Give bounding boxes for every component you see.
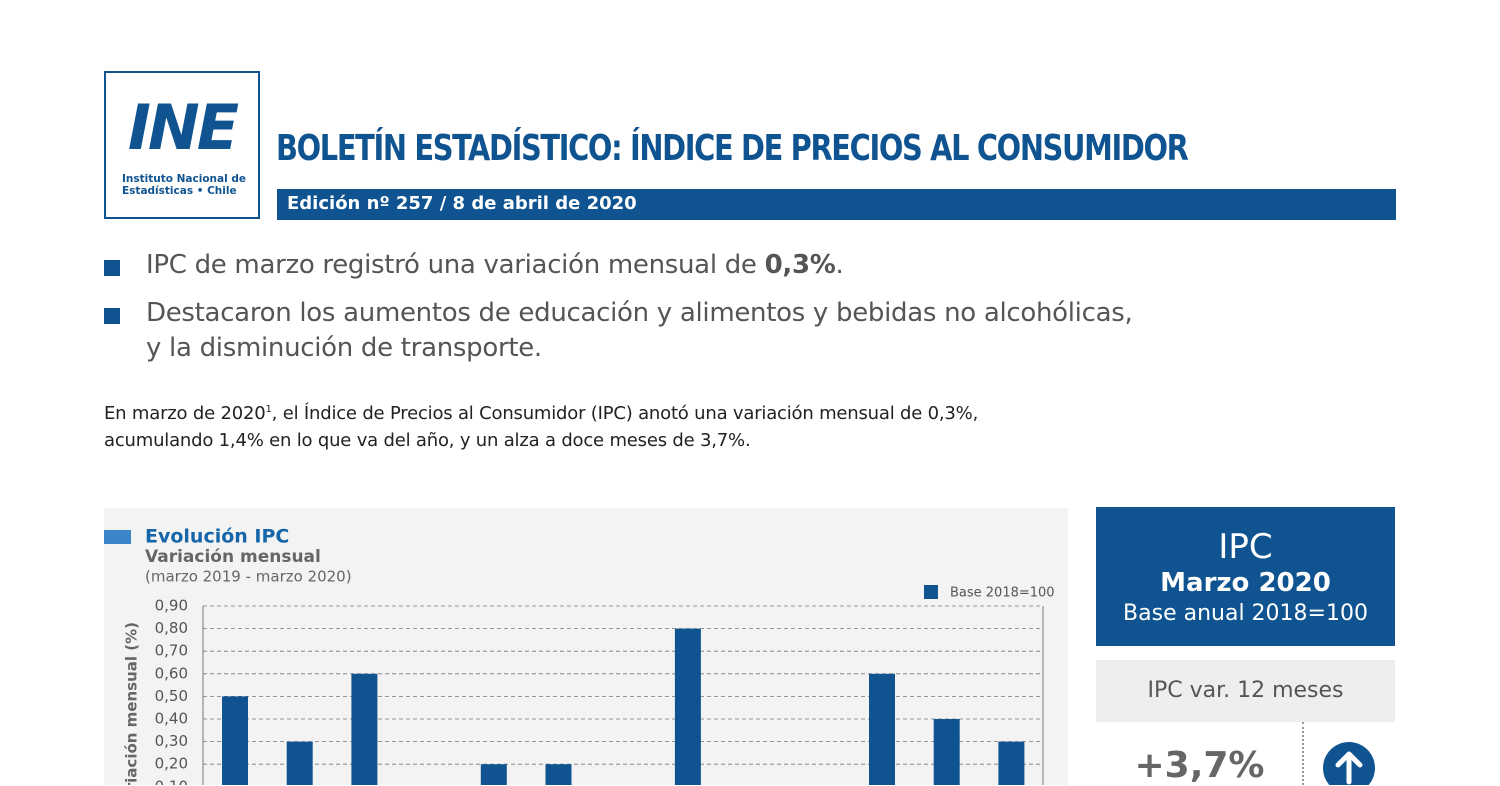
logo-name: Instituto Nacional de — [122, 173, 246, 185]
paragraph: acumulando 1,4% en lo que va del año, y … — [104, 430, 751, 451]
chart-background — [104, 508, 1068, 785]
bar — [480, 764, 507, 785]
y-tick-label: 0,40 — [155, 710, 188, 728]
summary-title: IPC — [1218, 527, 1273, 567]
chart: Evolución IPC Variación mensual (marzo 2… — [104, 508, 1068, 785]
y-tick-label: 0,60 — [155, 664, 188, 682]
highlight-bold: 0,3% — [764, 250, 836, 280]
y-tick-label: 0,70 — [155, 642, 188, 660]
logo-name: Estadísticas • Chile — [122, 185, 237, 197]
edition: Edición nº 257 / 8 de abril de 2020 — [287, 193, 637, 214]
bar — [222, 696, 248, 785]
bar — [869, 673, 895, 785]
bar — [286, 741, 313, 785]
summary-box: IPC Marzo 2020 Base anual 2018=100 — [1096, 507, 1395, 646]
chart-subtitle: Variación mensual — [145, 547, 321, 567]
edition-bar — [277, 189, 1396, 220]
divider — [1302, 722, 1304, 785]
bar — [545, 764, 572, 785]
logo-mark: INE — [127, 91, 239, 164]
up-arrow-icon — [1323, 742, 1375, 785]
metric-value: +3,7% — [1134, 745, 1265, 786]
y-tick-label: 0,80 — [155, 619, 188, 637]
bullet — [104, 260, 120, 276]
bar — [351, 673, 378, 785]
bullet — [104, 308, 120, 324]
paragraph: En marzo de 20201, el Índice de Precios … — [104, 403, 978, 424]
summary-base: Base anual 2018=100 — [1123, 601, 1368, 626]
highlight: IPC de marzo registró una variación mens… — [146, 250, 844, 280]
highlight: Destacaron los aumentos de educación y a… — [146, 298, 1133, 328]
text: En marzo de 2020 — [104, 403, 266, 424]
y-tick-label: 0,30 — [155, 732, 188, 750]
chart-title: Evolución IPC — [145, 526, 289, 548]
y-tick-label: 0,50 — [155, 687, 188, 705]
legend-label: Base 2018=100 — [950, 586, 1055, 601]
bar — [998, 741, 1025, 785]
summary-month: Marzo 2020 — [1160, 568, 1331, 598]
title: BOLETÍN ESTADÍSTICO: ÍNDICE DE PRECIOS A… — [276, 128, 1189, 169]
y-tick-label: 0,90 — [155, 597, 188, 615]
highlight-text: . — [835, 250, 844, 280]
highlight-text: IPC de marzo registró una variación mens… — [146, 250, 765, 280]
y-tick-label: 0,20 — [155, 755, 188, 773]
footnote: 1 — [265, 404, 272, 415]
chart-marker — [104, 530, 131, 544]
y-axis-label: Variación mensual (%) — [123, 622, 141, 785]
metric-label: IPC var. 12 meses — [1096, 660, 1395, 722]
bar — [674, 628, 701, 785]
legend-swatch — [924, 585, 938, 599]
logo: INE Instituto Nacional de Estadísticas •… — [104, 71, 260, 219]
bar — [933, 719, 960, 785]
chart-period: (marzo 2019 - marzo 2020) — [145, 568, 352, 586]
text: , el Índice de Precios al Consumidor (IP… — [271, 403, 979, 424]
highlight: y la disminución de transporte. — [146, 333, 542, 363]
y-tick-label: 0,10 — [155, 777, 188, 785]
